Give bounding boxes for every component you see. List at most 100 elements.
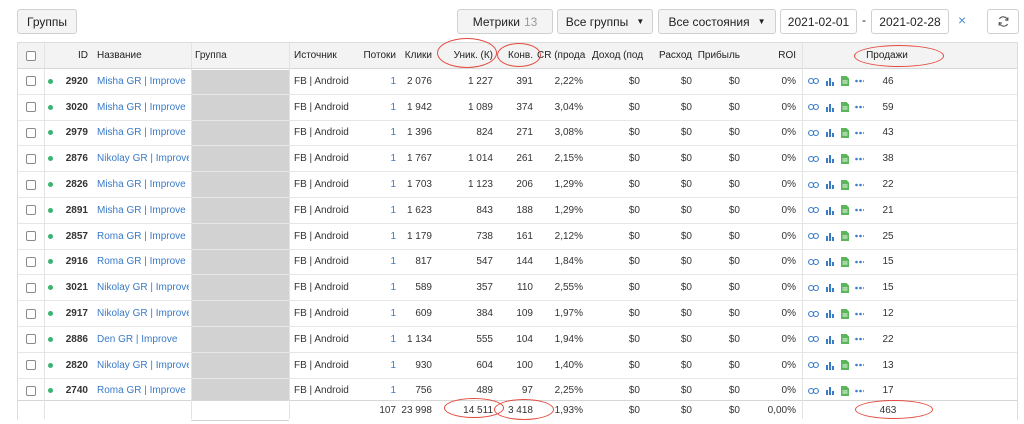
chart-icon[interactable]: [825, 180, 835, 190]
groups-button[interactable]: Группы: [17, 9, 77, 34]
header-roi[interactable]: ROI: [778, 50, 796, 61]
table-row[interactable]: 2917 Nikolay GR | Improve FB | Android 1 609…: [18, 301, 1017, 327]
date-to-input[interactable]: 2021-02-28: [871, 9, 949, 34]
link-icon[interactable]: [808, 206, 819, 214]
chart-icon[interactable]: [825, 77, 835, 86]
more-icon[interactable]: [855, 286, 864, 290]
cell-name[interactable]: Roma GR | Improve: [97, 256, 186, 268]
header-expense[interactable]: Расход: [659, 50, 692, 61]
chart-icon[interactable]: [825, 206, 835, 215]
document-icon[interactable]: [841, 231, 849, 242]
link-icon[interactable]: [808, 361, 819, 369]
more-icon[interactable]: [855, 260, 864, 264]
all-states-select[interactable]: Все состояния ▼: [658, 9, 776, 34]
metrics-button[interactable]: Метрики 13: [457, 9, 553, 34]
more-icon[interactable]: [855, 131, 864, 135]
row-checkbox[interactable]: [24, 121, 38, 146]
all-groups-select[interactable]: Все группы ▼: [557, 9, 653, 34]
row-checkbox[interactable]: [24, 198, 38, 223]
cell-name[interactable]: Nikolay GR | Improve: [97, 282, 189, 294]
cell-name[interactable]: Roma GR | Improve: [97, 230, 186, 242]
document-icon[interactable]: [841, 334, 849, 345]
link-icon[interactable]: [808, 103, 819, 111]
header-conv[interactable]: Конв.: [508, 50, 533, 61]
table-row[interactable]: 2916 Roma GR | Improve FB | Android 1 817 547…: [18, 250, 1017, 276]
cell-streams[interactable]: 1: [390, 179, 396, 191]
cell-name[interactable]: Misha GR | Improve: [97, 127, 186, 139]
header-source[interactable]: Источник: [294, 50, 337, 61]
chart-icon[interactable]: [825, 361, 835, 370]
header-streams[interactable]: Потоки: [363, 50, 396, 61]
header-group[interactable]: Группа: [195, 50, 227, 61]
cell-name[interactable]: Misha GR | Improve: [97, 179, 186, 191]
header-unique[interactable]: Уник. (К): [453, 50, 493, 61]
table-row[interactable]: 3021 Nikolay GR | Improve FB | Android 1 589…: [18, 275, 1017, 302]
document-icon[interactable]: [841, 360, 849, 371]
row-checkbox[interactable]: [24, 69, 38, 94]
link-icon[interactable]: [808, 77, 819, 85]
more-icon[interactable]: [855, 208, 864, 212]
header-income[interactable]: Доход (под: [592, 50, 644, 61]
chart-icon[interactable]: [825, 309, 835, 319]
chart-icon[interactable]: [825, 283, 835, 293]
row-checkbox[interactable]: [24, 327, 38, 352]
header-profit[interactable]: Прибыль: [697, 50, 740, 61]
more-icon[interactable]: [855, 183, 864, 187]
document-icon[interactable]: [841, 179, 849, 190]
cell-name[interactable]: Misha GR | Improve: [97, 75, 186, 87]
row-checkbox[interactable]: [24, 95, 38, 120]
header-name[interactable]: Название: [97, 50, 142, 61]
table-row[interactable]: 2891 Misha GR | Improve FB | Android 1 1 623…: [18, 198, 1017, 224]
cell-name[interactable]: Misha GR | Improve: [97, 101, 186, 113]
cell-name[interactable]: Nikolay GR | Improve: [97, 308, 189, 320]
more-icon[interactable]: [855, 157, 864, 161]
link-icon[interactable]: [808, 129, 819, 137]
cell-streams[interactable]: 1: [390, 308, 396, 320]
table-row[interactable]: 2886 Den GR | Improve FB | Android 1 1 134 55…: [18, 327, 1017, 353]
cell-streams[interactable]: 1: [390, 75, 396, 87]
more-icon[interactable]: [855, 389, 864, 393]
chart-icon[interactable]: [825, 128, 835, 138]
more-icon[interactable]: [855, 234, 864, 238]
cell-name[interactable]: Roma GR | Improve: [97, 385, 186, 397]
document-icon[interactable]: [841, 308, 849, 319]
cell-streams[interactable]: 1: [390, 230, 396, 242]
link-icon[interactable]: [808, 387, 819, 395]
header-sales[interactable]: Продажи: [866, 50, 908, 61]
row-checkbox[interactable]: [24, 275, 38, 300]
row-checkbox[interactable]: [24, 250, 38, 275]
document-icon[interactable]: [841, 205, 849, 216]
cell-streams[interactable]: 1: [390, 153, 396, 165]
document-icon[interactable]: [841, 76, 849, 87]
cell-streams[interactable]: 1: [390, 333, 396, 345]
table-row[interactable]: 2826 Misha GR | Improve FB | Android 1 1 703…: [18, 172, 1017, 198]
cell-streams[interactable]: 1: [390, 385, 396, 397]
row-checkbox[interactable]: [24, 353, 38, 378]
more-icon[interactable]: [855, 363, 864, 367]
header-id[interactable]: ID: [78, 50, 88, 61]
chart-icon[interactable]: [825, 103, 835, 112]
document-icon[interactable]: [841, 282, 849, 293]
link-icon[interactable]: [808, 258, 819, 266]
table-row[interactable]: 2979 Misha GR | Improve FB | Android 1 1 396…: [18, 121, 1017, 147]
table-row[interactable]: 2876 Nikolay GR | Improve FB | Android 1 1 7…: [18, 146, 1017, 173]
table-row[interactable]: 2920 Misha GR | Improve FB | Android 1 2 076…: [18, 69, 1017, 95]
more-icon[interactable]: [855, 79, 864, 83]
more-icon[interactable]: [855, 105, 864, 109]
cell-name[interactable]: Misha GR | Improve: [97, 204, 186, 216]
cell-name[interactable]: Nikolay GR | Improve: [97, 153, 189, 165]
chart-icon[interactable]: [825, 232, 835, 241]
row-checkbox[interactable]: [24, 379, 38, 404]
link-icon[interactable]: [808, 232, 819, 240]
row-checkbox[interactable]: [24, 301, 38, 326]
document-icon[interactable]: [841, 127, 849, 138]
document-icon[interactable]: [841, 385, 849, 396]
header-cr[interactable]: CR (прода: [537, 50, 586, 61]
more-icon[interactable]: [855, 337, 864, 341]
link-icon[interactable]: [808, 310, 819, 318]
document-icon[interactable]: [841, 256, 849, 267]
clear-dates-icon[interactable]: ×: [958, 12, 967, 28]
cell-streams[interactable]: 1: [390, 101, 396, 113]
refresh-button[interactable]: [987, 9, 1019, 34]
row-checkbox[interactable]: [24, 224, 38, 249]
